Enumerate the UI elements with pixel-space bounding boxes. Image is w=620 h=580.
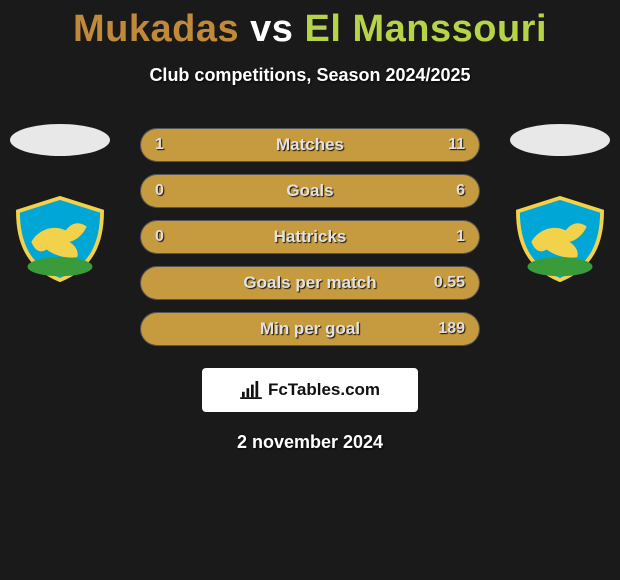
comparison-panel: 1 Matches 11 0 Goals 6 0 Hattricks 1 Goals per ma… xyxy=(0,128,620,453)
page-title: Mukadas vs El Manssouri xyxy=(0,0,620,51)
stat-label: Hattricks xyxy=(274,227,347,247)
stat-row: Goals per match 0.55 xyxy=(140,266,480,300)
stat-label: Goals per match xyxy=(243,273,376,293)
player2-club-badge xyxy=(512,196,608,282)
stat-label: Matches xyxy=(276,135,344,155)
stat-right-value: 1 xyxy=(456,228,465,246)
stats-list: 1 Matches 11 0 Goals 6 0 Hattricks 1 Goals per ma… xyxy=(140,128,480,346)
brand-box[interactable]: FcTables.com xyxy=(202,368,418,412)
stat-label: Goals xyxy=(286,181,333,201)
stat-row: 0 Goals 6 xyxy=(140,174,480,208)
player1-avatar-placeholder xyxy=(10,124,110,156)
stat-right-value: 6 xyxy=(456,182,465,200)
player2-avatar-placeholder xyxy=(510,124,610,156)
stat-row: 1 Matches 11 xyxy=(140,128,480,162)
date-text: 2 november 2024 xyxy=(0,432,620,453)
stat-left-value: 0 xyxy=(155,182,164,200)
stat-left-value: 0 xyxy=(155,228,164,246)
vs-text: vs xyxy=(250,8,293,50)
stat-left-value: 1 xyxy=(155,136,164,154)
stat-label: Min per goal xyxy=(260,319,360,339)
subtitle: Club competitions, Season 2024/2025 xyxy=(0,65,620,86)
player2-name: El Manssouri xyxy=(305,8,548,50)
stat-row: 0 Hattricks 1 xyxy=(140,220,480,254)
shield-icon xyxy=(512,196,608,282)
bar-chart-icon xyxy=(240,381,262,399)
player2-column xyxy=(500,124,620,282)
shield-icon xyxy=(12,196,108,282)
stat-row: Min per goal 189 xyxy=(140,312,480,346)
stat-right-value: 11 xyxy=(448,136,465,154)
player1-name: Mukadas xyxy=(73,8,239,50)
brand-text: FcTables.com xyxy=(268,380,380,400)
stat-right-value: 0.55 xyxy=(434,274,465,292)
stat-right-value: 189 xyxy=(438,320,465,338)
player1-column xyxy=(0,124,120,282)
player1-club-badge xyxy=(12,196,108,282)
